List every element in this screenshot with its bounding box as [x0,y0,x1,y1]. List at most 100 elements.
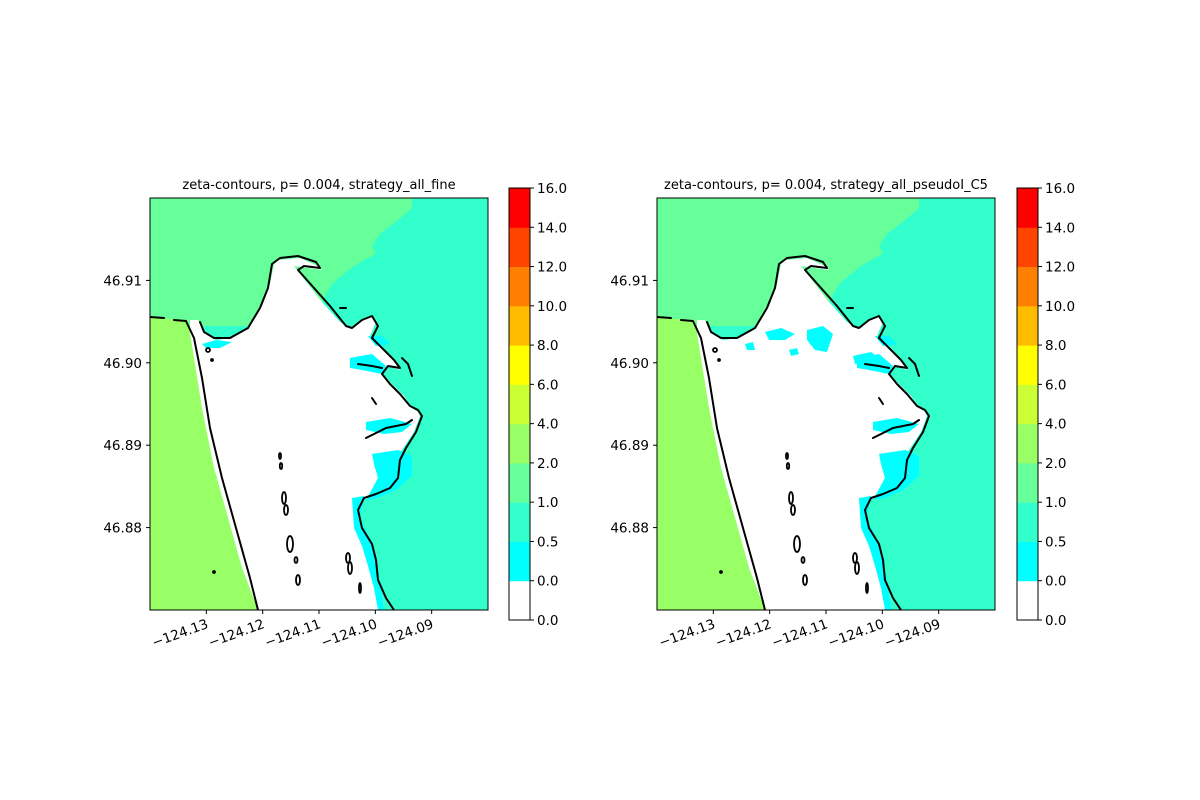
left-colorbar-segment [509,502,530,542]
left-shallow-blob [202,340,232,348]
right-shallow-blob [765,328,795,340]
right-colorbar-segment [1017,188,1038,228]
left-ocean-region [150,318,258,610]
left-colorbar-segment [509,188,530,228]
right-shallow-patch [873,418,919,434]
right-shoal [788,491,794,505]
right-colorbar-label: 16.0 [1045,181,1075,197]
left-coastline-spit [365,419,413,439]
left-x-tick-label: −124.11 [263,616,324,651]
left-shoal [212,570,216,574]
left-x-tick-label: −124.13 [150,616,211,651]
right-colorbar-segment [1017,384,1038,425]
left-y-tick-label: 46.89 [103,438,142,454]
left-colorbar-segment [509,266,530,307]
right-shoal [717,358,721,362]
left-shallow-patch [350,354,386,374]
left-coastline-east [357,337,423,610]
left-shoal [281,491,287,505]
left-shoal [283,504,289,516]
right-shoal [785,462,791,470]
right-colorbar-segment [1017,541,1038,582]
right-colorbar-label: 0.5 [1045,534,1066,550]
left-colorbar-label: 2.0 [537,456,558,472]
left-shallow-patch [366,418,412,434]
left-colorbar-segment [509,462,530,503]
right-shoal [854,561,860,575]
right-colorbar-label: 10.0 [1045,299,1075,315]
right-colorbar-label: 2.0 [1045,456,1066,472]
left-shoal [358,582,362,594]
left-x-tick-label: −124.12 [206,616,267,651]
left-panel: zeta-contours, p= 0.004, strategy_all_fi… [103,178,489,651]
left-colorbar-segment [509,580,530,621]
right-colorbar-label: 4.0 [1045,417,1066,433]
right-colorbar-label: 14.0 [1045,220,1075,236]
right-colorbar-label: 12.0 [1045,260,1075,276]
left-colorbar-label: 0.5 [537,534,558,550]
right-shoal [712,347,718,353]
left-colorbar-label: 4.0 [537,417,558,433]
right-y-tick-label: 46.91 [610,273,649,289]
right-colorbar-segment [1017,502,1038,542]
right-colorbar-segment [1017,227,1038,268]
right-x-tick-label: −124.11 [770,616,831,651]
right-shallow-blob [789,348,799,356]
right-coastline-island-north [864,363,890,369]
right-coastline-east [864,337,930,610]
left-colorbar-segment [509,305,530,346]
right-field [657,198,995,610]
left-colorbar-label: 12.0 [537,260,567,276]
left-shoal [210,358,214,362]
left-colorbar-label: 10.0 [537,299,567,315]
right-colorbar-segment [1017,345,1038,385]
right-coastline-spit [872,419,920,439]
right-colorbar-frame [1016,187,1039,621]
left-colorbar-label: 16.0 [537,181,567,197]
left-y-tick-label: 46.91 [103,273,142,289]
right-x-tick-label: −124.12 [713,616,774,651]
right-y-tick-label: 46.88 [610,521,649,537]
left-shoal [295,574,301,586]
left-panel-title: zeta-contours, p= 0.004, strategy_all_fi… [182,178,455,193]
left-colorbar-label: 8.0 [537,338,558,354]
left-coastline-island-mid [371,397,377,405]
right-y-tick-label: 46.89 [610,438,649,454]
left-coastline-north [199,255,379,339]
left-coastline-west [173,319,259,610]
right-colorbar-label: 8.0 [1045,338,1066,354]
left-colorbar-segment [509,345,530,385]
right-x-tick-label: −124.10 [826,616,887,651]
right-shoal [865,582,869,594]
right-colorbar-segment [1017,266,1038,307]
right-shoal [800,556,806,564]
left-colorbar-label: 1.0 [537,495,558,511]
left-colorbar: 0.0 0.0 0.5 1.0 2.0 4.0 6.0 8.0 10.0 12.0 14.0 16.0 [508,181,567,629]
left-colorbar-label: 0.0 [537,574,558,590]
right-shallow-patch [859,496,891,610]
left-x-tick-label: −124.10 [319,616,380,651]
right-coastline-north [706,255,886,339]
right-shoal [802,574,808,586]
right-colorbar-segment [1017,462,1038,503]
right-panel-title: zeta-contours, p= 0.004, strategy_all_ps… [664,178,988,193]
left-shoal [286,535,294,553]
left-colorbar-segment [509,541,530,582]
right-coastline-island-mid [878,397,884,405]
left-colorbar-segment [509,227,530,268]
right-shallow-blob [853,352,879,364]
left-colorbar-frame [508,187,531,621]
right-colorbar: 0.0 0.0 0.5 1.0 2.0 4.0 6.0 8.0 10.0 12.0 14.0 16.0 [1016,181,1075,629]
right-coastline-west [680,319,766,610]
right-colorbar-label: 0.0 [1045,574,1066,590]
right-shallow-blob [745,342,755,350]
left-colorbar-label: 14.0 [537,220,567,236]
left-colorbar-segment [509,384,530,425]
right-shoal [785,452,789,460]
left-shoal [347,561,353,575]
right-y-tick-label: 46.90 [610,356,649,372]
right-x-tick-label: −124.09 [882,616,943,651]
left-colorbar-segment [509,423,530,464]
right-channel-region [697,258,927,610]
